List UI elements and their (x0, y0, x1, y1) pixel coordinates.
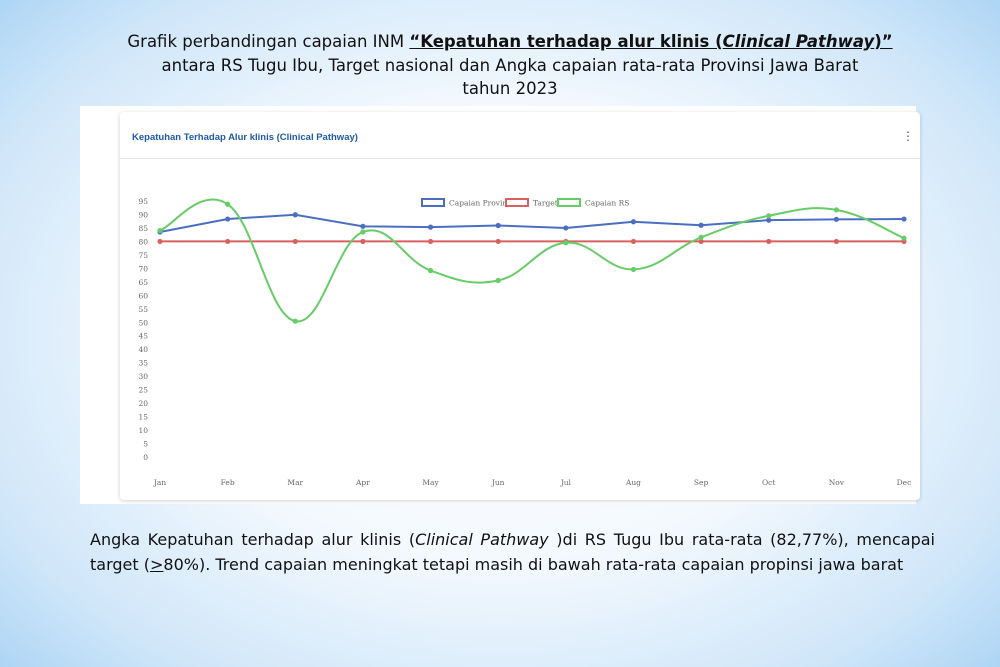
line-chart: 0 5 10 15 20 25 30 35 40 45 50 55 60 65 70 75 80 85 90 95 Ja… (138, 197, 912, 487)
y-tick-label: 60 (138, 291, 148, 300)
chart-panel: Kepatuhan Terhadap Alur klinis (Clinical… (80, 106, 920, 504)
legend-label: Capaian RS (585, 199, 629, 208)
data-point (630, 219, 637, 225)
y-tick-label: 55 (138, 305, 148, 314)
chart-card: Kepatuhan Terhadap Alur klinis (Clinical… (120, 112, 920, 500)
y-tick-label: 30 (138, 372, 148, 381)
data-point (157, 238, 163, 245)
x-tick-label: Dec (897, 478, 912, 487)
y-tick-label: 90 (138, 210, 148, 219)
data-point (698, 222, 704, 228)
data-point (427, 238, 434, 245)
y-tick-label: 65 (138, 278, 148, 287)
legend-swatch (505, 198, 529, 207)
data-point (833, 238, 839, 245)
y-tick-label: 75 (138, 251, 148, 260)
data-point (495, 277, 501, 284)
data-point (427, 267, 434, 274)
series-line (159, 213, 905, 233)
x-tick-label: Jan (153, 478, 166, 487)
data-point (360, 238, 366, 245)
data-point (563, 240, 569, 246)
y-tick-label: 5 (143, 440, 148, 449)
legend-swatch (557, 198, 581, 207)
x-tick-label: Jul (560, 478, 572, 487)
data-point (901, 216, 907, 222)
x-tick-label: May (422, 478, 439, 487)
data-point (427, 224, 434, 230)
slide-title-line-1: Grafik perbandingan capaian INM “Kepatuh… (127, 32, 893, 51)
y-tick-label: 85 (138, 224, 148, 233)
slide-title: Grafik perbandingan capaian INM “Kepatuh… (90, 30, 930, 101)
data-point (630, 266, 637, 273)
data-point (698, 234, 704, 240)
y-tick-label: 35 (138, 359, 148, 368)
data-point (563, 225, 569, 231)
x-tick-label: Apr (355, 478, 370, 487)
data-point (630, 238, 637, 245)
slide-caption: Angka Kepatuhan terhadap alur klinis (Cl… (90, 530, 935, 574)
series-line (159, 198, 905, 323)
x-tick-label: Jun (491, 478, 505, 487)
legend-swatch (421, 198, 445, 207)
card-title: Kepatuhan Terhadap Alur klinis (Clinical… (132, 132, 358, 143)
y-tick-label: 0 (143, 453, 148, 462)
x-tick-label: Mar (287, 478, 303, 487)
x-tick-label: Sep (694, 478, 709, 487)
y-tick-label: 45 (138, 332, 148, 341)
data-point (157, 228, 163, 234)
card-header: Kepatuhan Terhadap Alur klinis (Clinical… (120, 112, 920, 159)
y-tick-label: 80 (138, 237, 148, 246)
slide-title-line-3: tahun 2023 (462, 79, 558, 98)
legend-label: Capaian Provinsi (449, 199, 514, 208)
data-point (225, 216, 231, 222)
y-tick-label: 70 (138, 264, 148, 273)
slide-title-line-2: antara RS Tugu Ibu, Target nasional dan … (161, 55, 859, 75)
x-tick-label: Aug (625, 478, 641, 487)
x-tick-label: Feb (221, 478, 235, 487)
data-point (360, 229, 366, 235)
data-point (225, 201, 231, 207)
y-tick-label: 95 (138, 197, 148, 206)
more-vertical-icon[interactable]: ⋮ (902, 129, 914, 143)
x-tick-label: Oct (762, 478, 775, 487)
data-point (766, 217, 772, 223)
data-point (292, 318, 298, 324)
y-tick-label: 20 (138, 399, 148, 408)
data-point (698, 238, 704, 245)
y-tick-label: 50 (138, 318, 148, 327)
data-point (833, 207, 839, 213)
data-point (766, 213, 772, 219)
data-point (360, 223, 366, 229)
data-point (833, 216, 839, 222)
data-point (766, 238, 772, 245)
data-point (292, 212, 298, 218)
y-tick-label: 25 (138, 386, 148, 395)
data-point (495, 238, 501, 245)
y-tick-label: 10 (138, 426, 148, 435)
y-tick-label: 40 (138, 345, 148, 354)
legend-label: Target (533, 199, 558, 208)
data-point (901, 235, 907, 241)
data-point (225, 238, 231, 245)
data-point (495, 222, 501, 229)
data-point (292, 238, 298, 245)
y-tick-label: 15 (138, 413, 148, 422)
x-tick-label: Nov (829, 478, 845, 487)
